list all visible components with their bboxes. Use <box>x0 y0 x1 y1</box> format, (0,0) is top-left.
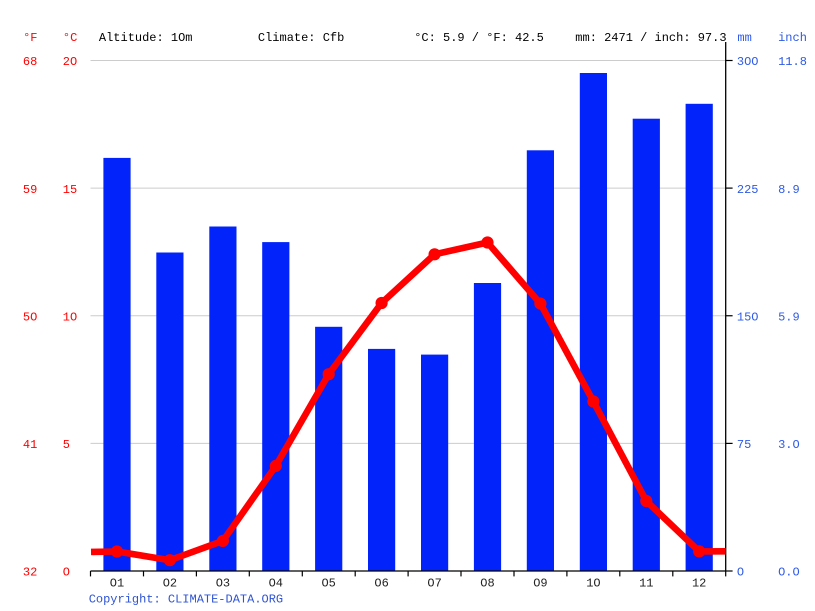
svg-text:15: 15 <box>63 183 77 197</box>
svg-text:O6: O6 <box>374 576 388 590</box>
svg-text:68: 68 <box>23 55 37 69</box>
svg-text:mm: mm <box>737 31 751 45</box>
svg-text:Altitude: 1Om: Altitude: 1Om <box>99 31 193 45</box>
svg-text:inch: inch <box>778 31 807 45</box>
svg-text:O: O <box>737 566 744 580</box>
svg-text:2O: 2O <box>63 55 77 69</box>
svg-text:3.O: 3.O <box>778 438 800 452</box>
svg-text:225: 225 <box>737 183 759 197</box>
svg-text:O9: O9 <box>533 576 547 590</box>
svg-text:59: 59 <box>23 183 37 197</box>
svg-text:5: 5 <box>63 438 70 452</box>
svg-text:11: 11 <box>639 576 653 590</box>
svg-text:8.9: 8.9 <box>778 183 800 197</box>
svg-text:°C: °C <box>63 31 77 45</box>
svg-text:O2: O2 <box>163 576 177 590</box>
svg-text:O8: O8 <box>480 576 494 590</box>
svg-text:11.8: 11.8 <box>778 55 807 69</box>
svg-text:O5: O5 <box>321 576 335 590</box>
svg-text:°C: 5.9 / °F: 42.5: °C: 5.9 / °F: 42.5 <box>414 31 544 45</box>
svg-text:75: 75 <box>737 438 751 452</box>
svg-text:1O: 1O <box>63 310 77 324</box>
svg-text:12: 12 <box>692 576 706 590</box>
svg-text:O7: O7 <box>427 576 441 590</box>
svg-text:Copyright: CLIMATE-DATA.ORG: Copyright: CLIMATE-DATA.ORG <box>89 592 283 606</box>
svg-text:15O: 15O <box>737 310 759 324</box>
svg-text:5O: 5O <box>23 310 37 324</box>
svg-text:32: 32 <box>23 566 37 580</box>
svg-text:°F: °F <box>23 31 37 45</box>
svg-text:O.O: O.O <box>778 566 800 580</box>
svg-text:mm: 2471 / inch: 97.3: mm: 2471 / inch: 97.3 <box>575 31 726 45</box>
svg-text:O: O <box>63 566 70 580</box>
svg-text:O1: O1 <box>110 576 124 590</box>
svg-text:1O: 1O <box>586 576 600 590</box>
svg-text:3OO: 3OO <box>737 55 759 69</box>
svg-text:O4: O4 <box>269 576 283 590</box>
svg-text:5.9: 5.9 <box>778 310 800 324</box>
svg-text:Climate: Cfb: Climate: Cfb <box>258 31 344 45</box>
svg-text:41: 41 <box>23 438 37 452</box>
svg-text:O3: O3 <box>216 576 230 590</box>
